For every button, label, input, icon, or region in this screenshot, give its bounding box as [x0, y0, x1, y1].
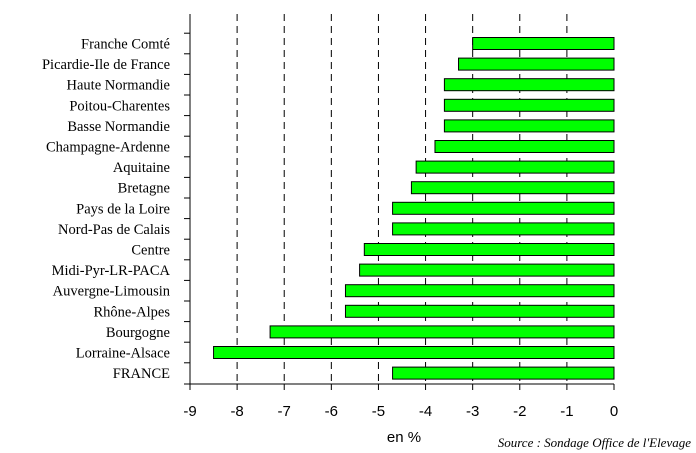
- bar: [458, 57, 615, 71]
- x-tick-label: -7: [278, 403, 291, 420]
- bars: [213, 37, 615, 380]
- category-label: Nord-Pas de Calais: [58, 222, 170, 238]
- category-label: Basse Normandie: [67, 119, 170, 135]
- category-label: FRANCE: [113, 366, 170, 382]
- x-tick-label: -9: [183, 403, 196, 420]
- bar: [344, 304, 615, 318]
- bar: [213, 346, 615, 359]
- category-label: Haute Normandie: [67, 78, 170, 94]
- category-label: Centre: [131, 243, 170, 259]
- bar: [410, 181, 615, 195]
- bar: [363, 243, 615, 256]
- category-label: Franche Comté: [81, 37, 170, 53]
- category-label: Aquitaine: [113, 160, 170, 176]
- category-label: Bourgogne: [106, 325, 170, 341]
- x-tick-label: -4: [419, 403, 432, 420]
- x-tick-label: -2: [513, 403, 526, 420]
- category-label: Pays de la Loire: [76, 201, 170, 217]
- category-label: Bretagne: [118, 181, 170, 197]
- category-label: Auvergne-Limousin: [53, 284, 171, 300]
- bar: [344, 284, 615, 298]
- grid-lines: [236, 14, 568, 384]
- category-label: Picardie-Ile de France: [42, 57, 170, 73]
- x-tick-label: -3: [466, 403, 479, 420]
- x-axis-label: en %: [387, 429, 421, 446]
- category-label: Rhône-Alpes: [93, 304, 170, 320]
- category-label: Midi-Pyr-LR-PACA: [52, 263, 171, 279]
- category-label: Poitou-Charentes: [69, 98, 170, 114]
- bar: [269, 325, 615, 339]
- axes: [184, 14, 615, 390]
- x-tick-label: -5: [372, 403, 385, 420]
- bar: [434, 140, 615, 153]
- bar: [392, 222, 615, 236]
- x-tick-label: 0: [610, 403, 618, 420]
- bar: [415, 160, 615, 174]
- category-label: Champagne-Ardenne: [46, 140, 170, 156]
- x-tick-labels: -9 -8 -7 -6 -5 -4 -3 -2 -1 0: [183, 403, 618, 420]
- x-tick-label: -1: [560, 403, 573, 420]
- bar: [392, 366, 615, 380]
- bar: [443, 78, 615, 92]
- bar: [359, 263, 615, 277]
- x-tick-label: -6: [325, 403, 338, 420]
- x-tick-label: -8: [230, 403, 243, 420]
- source-note: Source : Sondage Office de l'Elevage: [498, 435, 691, 450]
- category-labels: Franche Comté Picardie-Ile de France Haute…: [42, 37, 171, 383]
- bar: [443, 98, 615, 112]
- category-label: Lorraine-Alsace: [76, 346, 170, 362]
- bar: [472, 37, 615, 50]
- bar: [392, 201, 615, 215]
- bar: [443, 119, 615, 133]
